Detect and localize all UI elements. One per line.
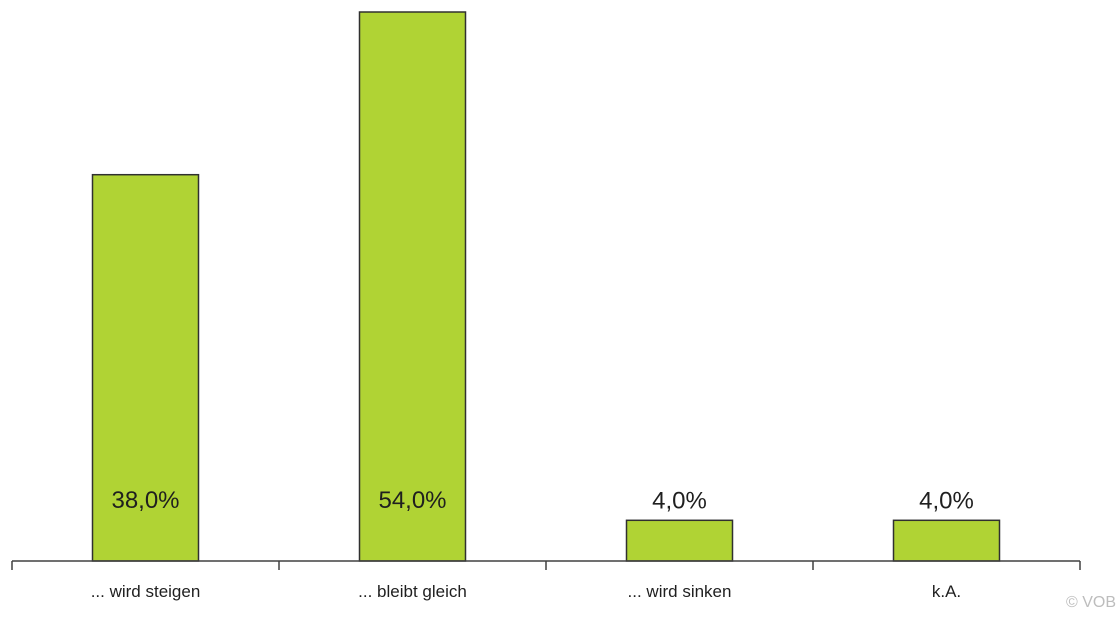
bar-1 [91, 173, 200, 562]
data-labels-layer: 38,0% 54,0% 4,0% 4,0% [111, 487, 973, 514]
data-label-1: 38,0% [111, 487, 179, 514]
category-label-4: k.A. [932, 582, 961, 601]
category-label-2: ... bleibt gleich [358, 582, 467, 601]
data-label-3: 4,0% [652, 487, 707, 514]
category-label-3: ... wird sinken [628, 582, 732, 601]
bar-4 [892, 519, 1001, 562]
data-label-4: 4,0% [919, 487, 974, 514]
data-label-2: 54,0% [378, 487, 446, 514]
category-label-1: ... wird steigen [91, 582, 201, 601]
bar-2 [358, 11, 467, 562]
copyright-watermark: © VOB [1066, 594, 1116, 611]
x-axis: ... wird steigen ... bleibt gleich ... wir… [11, 560, 1081, 601]
bars-layer [91, 11, 1001, 562]
bar-3 [625, 519, 734, 562]
